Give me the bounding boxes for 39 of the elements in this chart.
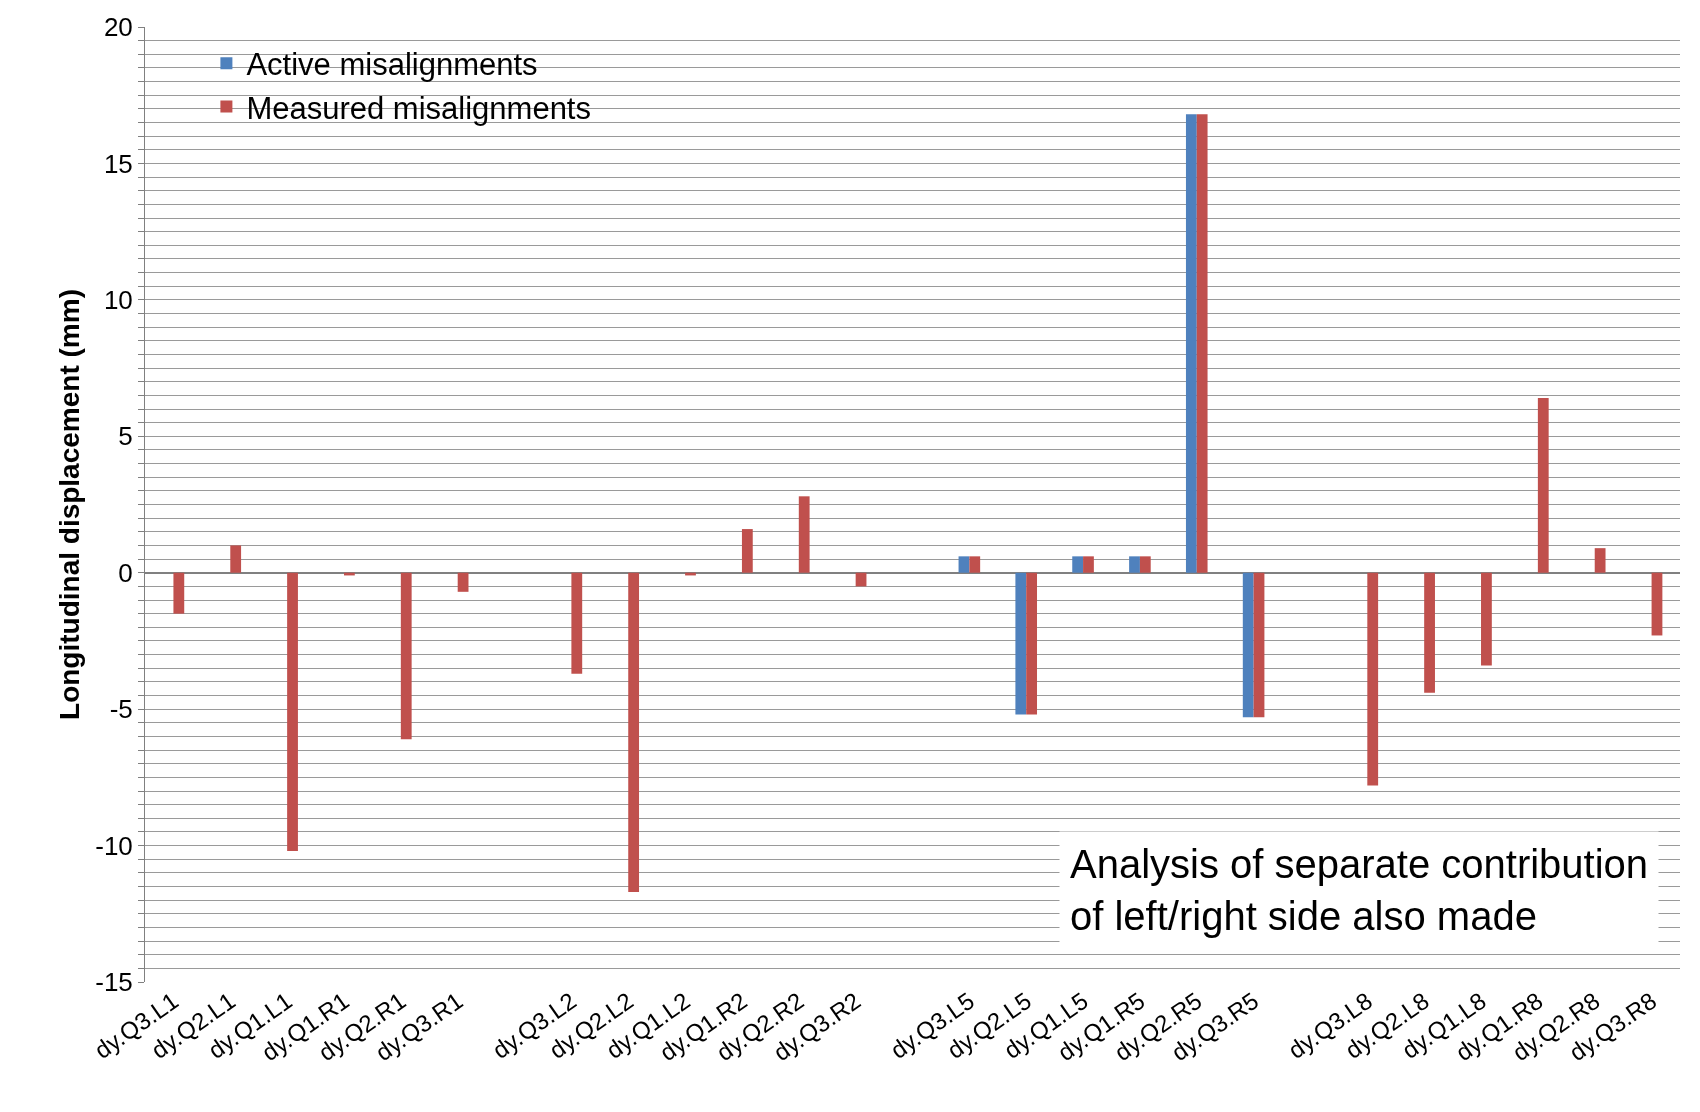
y-tick-label: 5: [118, 421, 133, 452]
y-tick-label: 20: [103, 12, 133, 43]
bar: [287, 572, 298, 852]
y-tick-label: -10: [95, 830, 133, 861]
legend-label: Measured misalignments: [246, 90, 591, 126]
bar: [741, 529, 753, 573]
bar: [1424, 572, 1435, 693]
bar: [1481, 572, 1492, 666]
bar: [1242, 572, 1254, 718]
bar: [1026, 572, 1038, 715]
bar: [969, 556, 981, 573]
bar: [1196, 114, 1208, 573]
bar: [1083, 556, 1094, 573]
bar: [958, 556, 970, 573]
annotation: Analysis of separate contribution of left/right side also made: [1070, 842, 1649, 938]
bar: [1129, 556, 1140, 573]
bar: [798, 496, 810, 573]
bar: [1537, 398, 1549, 573]
y-tick-label: -5: [109, 694, 133, 725]
bar: [400, 572, 412, 740]
bar: [1139, 556, 1151, 573]
bar: [1185, 114, 1197, 573]
y-tick-label: -15: [95, 967, 133, 998]
y-tick-label: 10: [103, 284, 133, 315]
bar: [1594, 548, 1606, 573]
y-tick-label: 15: [103, 148, 133, 179]
y-tick-label: 0: [118, 557, 133, 588]
bar: [173, 572, 185, 614]
bar: [1253, 572, 1265, 718]
bar: [1367, 572, 1379, 786]
legend-label: Active misalignments: [246, 47, 538, 83]
bar: [230, 545, 242, 573]
bar: [1651, 572, 1663, 636]
bar: [571, 572, 583, 674]
bar: [628, 572, 640, 892]
y-axis-title: Longitudinal displacement (mm): [54, 289, 85, 720]
bar: [1015, 572, 1027, 715]
bar: [1072, 556, 1084, 573]
bar: [457, 572, 469, 592]
